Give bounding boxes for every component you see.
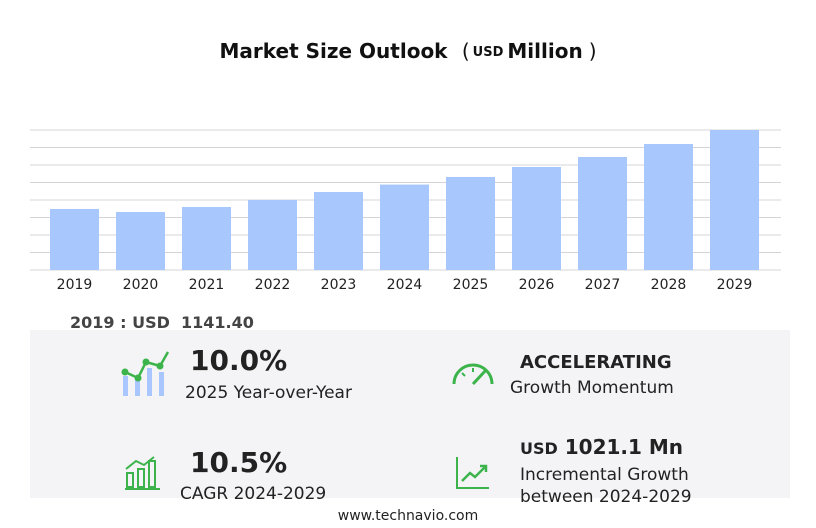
bar [50, 208, 99, 270]
bar [248, 199, 297, 270]
title-text: Market Size Outlook [220, 39, 449, 63]
x-tick-label: 2024 [387, 277, 423, 293]
cagr-icon [125, 456, 160, 490]
first-year-number: 1141.40 [181, 313, 254, 332]
bar [710, 130, 759, 270]
unit-open: ( [462, 39, 470, 63]
momentum-value: ACCELERATING [520, 352, 672, 373]
bar [644, 144, 693, 270]
bar [446, 176, 495, 270]
unit-close: ) [589, 39, 597, 63]
momentum-label: Growth Momentum [510, 378, 674, 398]
x-tick-label: 2026 [519, 277, 555, 293]
x-tick-label: 2025 [453, 277, 489, 293]
incremental-value: USD 1021.1 Mn [520, 435, 683, 459]
chart-title: Market Size Outlook (USD Million) [220, 39, 597, 63]
x-tick-label: 2029 [717, 277, 753, 293]
yoy-label: 2025 Year-over-Year [185, 383, 352, 403]
x-tick-label: 2027 [585, 277, 621, 293]
incremental-period: between 2024-2029 [520, 487, 692, 507]
kpi-panel [30, 330, 790, 498]
incremental-label: Incremental Growth [520, 465, 689, 485]
incremental-icon [456, 457, 489, 489]
x-tick-label: 2028 [651, 277, 687, 293]
bar [380, 184, 429, 270]
cagr-value: 10.5% [190, 446, 288, 479]
cagr-label: CAGR 2024-2029 [180, 484, 327, 504]
speedometer-icon [452, 363, 494, 386]
bar [116, 212, 165, 270]
incremental-number: 1021.1 Mn [564, 435, 684, 459]
x-tick-label: 2023 [321, 277, 357, 293]
x-tick-label: 2021 [189, 277, 225, 293]
first-year-value: 2019 : USD 1141.40 [70, 313, 254, 332]
bar [578, 156, 627, 270]
x-tick-label: 2019 [57, 277, 93, 293]
incremental-currency: USD [520, 439, 558, 458]
x-tick-label: 2022 [255, 277, 291, 293]
chart: Market Size Outlook (USD Million) 2019 202… [30, 39, 781, 293]
bar [512, 166, 561, 270]
unit-word: Million [507, 39, 582, 63]
yoy-value: 10.0% [190, 344, 288, 377]
unit-currency: USD [473, 45, 504, 60]
bar [314, 192, 363, 270]
first-year-label: 2019 : USD [70, 313, 170, 332]
bar [182, 206, 231, 270]
footer: www.technavio.com [337, 508, 479, 524]
growth-icon [121, 351, 170, 396]
x-tick-label: 2020 [123, 277, 159, 293]
